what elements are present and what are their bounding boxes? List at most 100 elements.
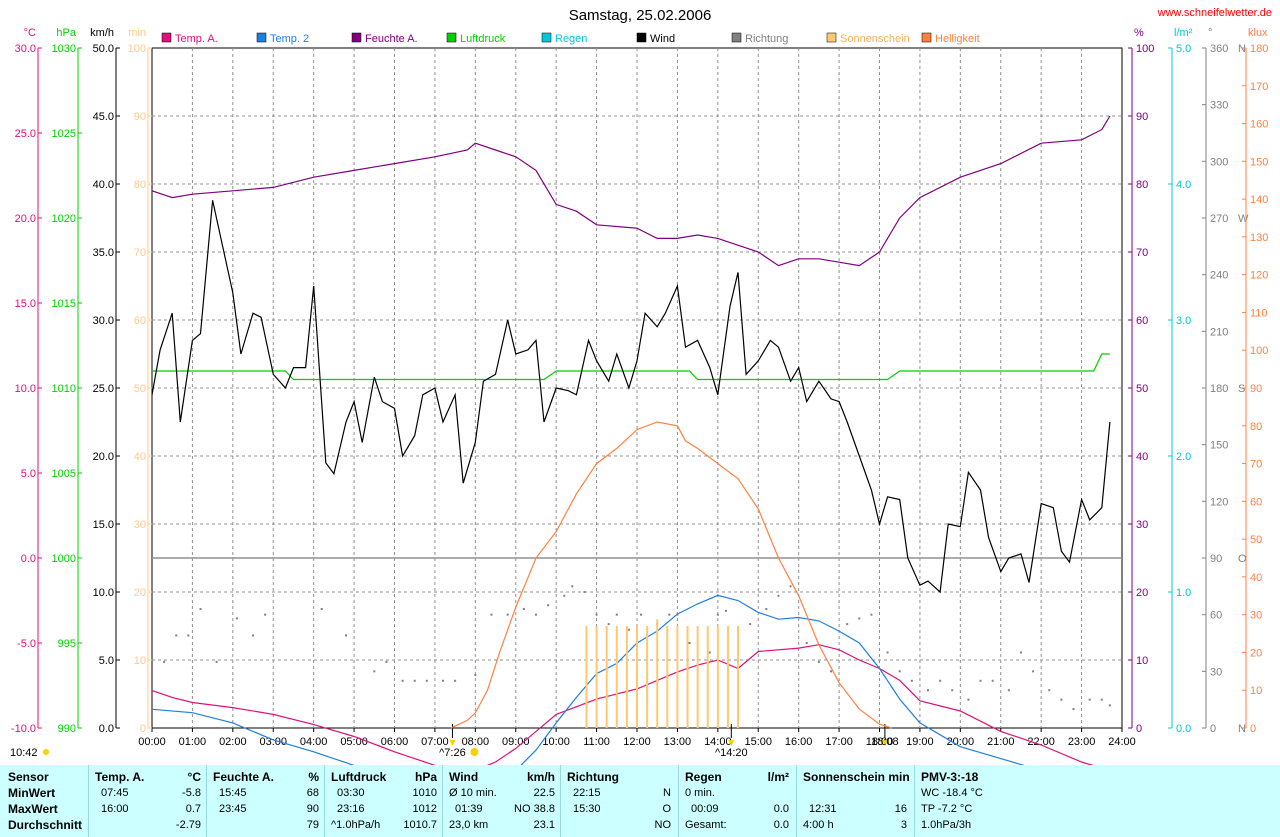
x-tick-label: 23:00	[1068, 736, 1096, 748]
x-tick-label: 01:00	[179, 736, 207, 748]
direction-point	[425, 679, 428, 682]
legend-swatch	[446, 32, 457, 43]
legend-swatch	[161, 32, 172, 43]
axis-tick-label: 330	[1210, 100, 1228, 112]
direction-point	[401, 679, 404, 682]
feuchte-max-time: 23:45	[219, 803, 247, 815]
direction-point	[716, 613, 719, 616]
axis-header-sun_min: min	[128, 27, 146, 39]
axis-tick-label: 270	[1210, 213, 1228, 225]
luftdruck-unit: hPa	[414, 770, 437, 784]
luftdruck-max-val: 1012	[412, 803, 437, 815]
luftdruck-avg-label: ^1.0hPa/h	[331, 819, 381, 831]
wind-min-val: 22.5	[533, 787, 555, 799]
regen-avg-val: 0.0	[773, 819, 789, 831]
axis-tick-label: 100	[128, 43, 146, 55]
chart-title: Samstag, 25.02.2006	[569, 7, 712, 24]
direction-point	[749, 623, 752, 626]
axis-tick-label: 5.0	[99, 655, 114, 667]
sunrise-arrow-icon	[449, 740, 456, 746]
direction-point	[627, 628, 630, 631]
axis-tick-label: 30.0	[93, 315, 114, 327]
legend-label: Feuchte A.	[365, 33, 418, 45]
stats-labels: Sensor MinWert MaxWert Durchschnitt	[0, 765, 88, 837]
axis-tick-label: 20	[1136, 587, 1148, 599]
axis-tick-label: 80	[1136, 179, 1148, 191]
direction-point	[252, 634, 255, 637]
direction-point	[454, 679, 457, 682]
direction-point	[1100, 698, 1103, 701]
direction-point	[870, 613, 873, 616]
axis-tick-label: 20.0	[93, 451, 114, 463]
axis-header-wind_kmh: km/h	[90, 27, 114, 39]
axis-tick-label: 0	[1250, 723, 1256, 735]
x-tick-label: 24:00	[1108, 736, 1136, 748]
axis-tick-label: 1030	[52, 43, 76, 55]
axis-tick-label: 1020	[52, 213, 76, 225]
series-luftdruck	[152, 353, 1110, 381]
x-tick-label: 21:00	[987, 736, 1015, 748]
axis-tick-label: 10.0	[93, 587, 114, 599]
sonne-max-time: 12:31	[809, 803, 837, 815]
axis-tick-label: 40	[1250, 572, 1262, 584]
label-min: MinWert	[8, 786, 56, 800]
axis-tick-label: 120	[1210, 496, 1228, 508]
direction-point	[927, 689, 929, 692]
direction-point	[951, 689, 954, 692]
sunset-arrow-icon	[881, 740, 888, 746]
legend-swatch	[351, 32, 362, 43]
noon-arrow-icon	[728, 740, 735, 746]
regen-min-label: 0 min.	[685, 787, 715, 799]
legend: Temp. A. Temp. 2 Feuchte A. Luftdruck Regen W…	[161, 32, 980, 45]
direction-point	[724, 609, 727, 612]
regen-unit: l/m²	[767, 770, 789, 784]
axis-header-pressure_hpa: hPa	[56, 27, 76, 39]
x-tick-label: 09:00	[502, 736, 530, 748]
axis-tick-label: 80	[1250, 421, 1262, 433]
sonne-avg-val: 3	[900, 819, 907, 831]
website-link[interactable]: www.schneifelwetter.de	[1157, 7, 1272, 19]
label-avg: Durchschnitt	[8, 818, 83, 832]
direction-point	[830, 670, 832, 673]
x-tick-label: 02:00	[219, 736, 247, 748]
wind-avg-label: 23,0 km	[449, 819, 489, 831]
x-tick-label: 19:00	[906, 736, 934, 748]
direction-point	[175, 634, 178, 637]
axis-tick-label: 1.0	[1176, 587, 1191, 599]
axis-tick-label: 170	[1250, 81, 1268, 93]
stats-pmv: PMV-3:-18 WC -18.4 °C TP -7.2 °C 1.0hPa/…	[914, 765, 1280, 837]
direction-point	[640, 613, 643, 616]
legend-label: Regen	[555, 33, 587, 45]
axes: 00:00 01:00 02:00 03:00 04:00 05:00 06:00 07:00…	[10, 27, 1268, 759]
x-tick-label: 08:00	[462, 736, 490, 748]
direction-point	[765, 608, 768, 610]
richtung-avg-val: NO	[654, 819, 672, 831]
axis-tick-label: 10	[1250, 685, 1262, 697]
temp-min-val: -5.8	[182, 787, 201, 799]
luftdruck-max-time: 23:16	[337, 803, 365, 815]
richtung-min-time: 22:15	[573, 787, 601, 799]
direction-point	[688, 642, 691, 644]
feuchte-max-val: 90	[306, 803, 319, 815]
axis-header-rain_lm2: l/m²	[1174, 27, 1193, 39]
axis-tick-label: 60	[1210, 610, 1222, 622]
temp-unit: °C	[187, 770, 201, 784]
temp-max-val: 0.7	[185, 803, 201, 815]
axis-tick-label: 5.0	[21, 468, 36, 480]
noon-label: ^14:20	[715, 747, 748, 759]
axis-tick-label: 30	[1250, 610, 1262, 622]
axis-tick-label: 70	[134, 247, 146, 259]
direction-point	[385, 660, 388, 663]
axis-tick-label: 120	[1250, 270, 1268, 282]
x-tick-label: 20:00	[947, 736, 975, 748]
legend-label: Temp. A.	[175, 33, 218, 45]
pmv-line2: TP -7.2 °C	[921, 803, 973, 815]
direction-point	[1007, 689, 1010, 692]
axis-tick-label: 180	[1210, 383, 1228, 395]
x-tick-label: 11:00	[583, 736, 610, 748]
axis-tick-label: 110	[1250, 307, 1268, 319]
axis-tick-label: 3.0	[1176, 315, 1191, 327]
axis-tick-label: 0	[1136, 723, 1142, 735]
sonne-head: Sonnenschein min	[803, 770, 910, 784]
weather-chart: 00:00 01:00 02:00 03:00 04:00 05:00 06:00 07:00…	[10, 7, 1272, 765]
